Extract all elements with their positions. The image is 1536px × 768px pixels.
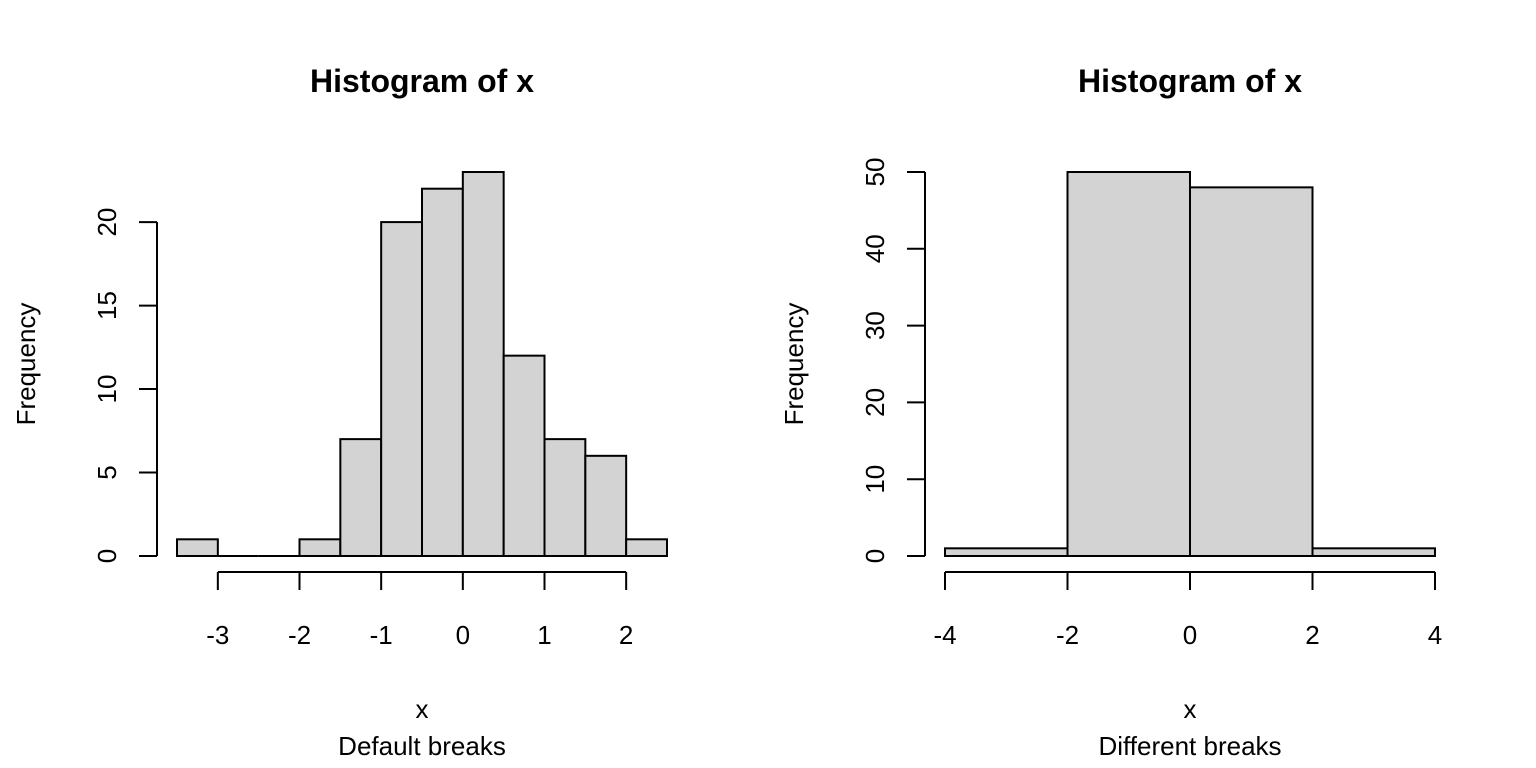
x-tick-label: -1	[370, 620, 393, 650]
x-tick-label: -3	[206, 620, 229, 650]
x-axis-label: x	[416, 694, 429, 724]
x-axis: -3 -2 -1 0 1 2	[206, 571, 633, 650]
histogram-bar	[380, 221, 423, 558]
histogram-panel-different-breaks: Histogram of x x Different breaks Freque…	[779, 63, 1442, 761]
bars	[176, 171, 669, 558]
histogram-bar	[1066, 171, 1191, 557]
histogram-bar	[502, 354, 546, 557]
x-axis-label: x	[1184, 694, 1197, 724]
histogram-bar	[176, 538, 219, 557]
y-tick-label: 0	[92, 549, 122, 563]
y-tick-label: 20	[860, 388, 890, 417]
y-tick-label: 5	[92, 465, 122, 479]
y-axis: 0 10 20 30 40 50	[860, 158, 926, 563]
y-tick-label: 40	[860, 234, 890, 263]
y-axis-label: Frequency	[11, 303, 41, 426]
histogram-bar	[1311, 547, 1436, 558]
x-tick-label: 4	[1428, 620, 1442, 650]
histogram-bar	[1189, 186, 1314, 558]
x-tick-label: -4	[933, 620, 956, 650]
x-axis: -4 -2 0 2 4	[933, 571, 1442, 650]
x-tick-label: 2	[1305, 620, 1319, 650]
histogram-bar	[543, 438, 587, 557]
y-tick-label: 30	[860, 311, 890, 340]
x-tick-label: 1	[537, 620, 551, 650]
histogram-bar	[584, 454, 628, 557]
chart-subtitle: Default breaks	[338, 731, 506, 761]
histogram-bar	[339, 438, 383, 557]
x-tick-label: -2	[288, 620, 311, 650]
bars	[944, 171, 1436, 558]
histogram-bar	[944, 547, 1069, 558]
y-axis: 0 5 10 15 20	[92, 208, 158, 563]
x-tick-label: 0	[456, 620, 470, 650]
histogram-panel-default-breaks: Histogram of x x Default breaks Frequenc…	[11, 63, 669, 761]
histogram-bar	[625, 538, 669, 557]
chart-title: Histogram of x	[310, 63, 534, 99]
x-tick-label: -2	[1056, 620, 1079, 650]
y-tick-label: 0	[860, 549, 890, 563]
chart-title: Histogram of x	[1078, 63, 1302, 99]
y-tick-label: 20	[92, 208, 122, 237]
y-tick-label: 15	[92, 291, 122, 320]
x-tick-label: 2	[619, 620, 633, 650]
y-tick-label: 10	[860, 465, 890, 494]
histogram-bar	[298, 538, 342, 557]
histogram-bar	[421, 187, 464, 557]
histogram-bar	[461, 171, 505, 557]
chart-subtitle: Different breaks	[1098, 731, 1281, 761]
y-tick-label: 10	[92, 375, 122, 404]
x-tick-label: 0	[1183, 620, 1197, 650]
y-tick-label: 50	[860, 158, 890, 187]
y-axis-label: Frequency	[779, 303, 809, 426]
